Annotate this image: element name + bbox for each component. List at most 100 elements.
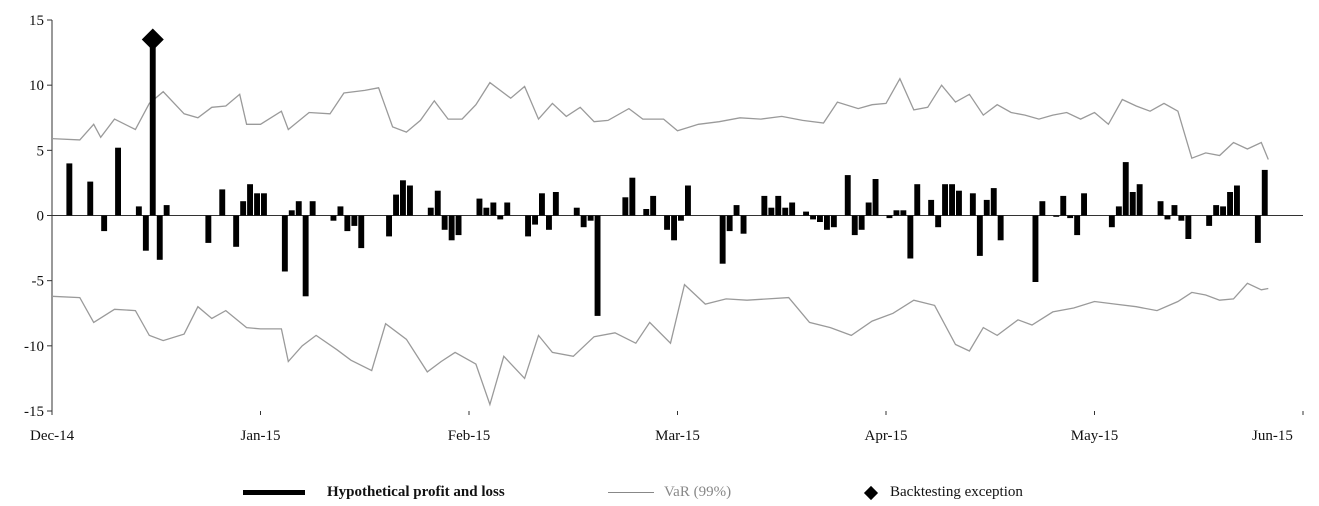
pnl-bar <box>1122 162 1129 216</box>
pnl-bar <box>1206 215 1213 226</box>
pnl-bar <box>580 215 587 228</box>
pnl-bar <box>1220 206 1226 216</box>
pnl-bar <box>997 215 1004 241</box>
pnl-bar <box>1261 169 1268 216</box>
pnl-bar <box>1129 192 1136 216</box>
pnl-bar <box>205 215 212 243</box>
pnl-bar <box>893 210 900 216</box>
legend-pnl-label: Hypothetical profit and loss <box>327 484 505 500</box>
pnl-bar <box>240 201 247 216</box>
pnl-bar <box>546 215 552 230</box>
pnl-bar <box>1067 215 1074 219</box>
x-tick-label: Jan-15 <box>241 428 281 444</box>
pnl-bar <box>865 202 872 216</box>
x-tick-label: May-15 <box>1071 428 1119 444</box>
y-tick-label: 5 <box>37 143 45 159</box>
pnl-bar <box>400 180 406 216</box>
pnl-bar <box>956 190 962 216</box>
pnl-bar <box>1213 205 1220 216</box>
x-tick-label: Jun-15 <box>1252 428 1293 444</box>
legend-var-swatch <box>608 492 654 493</box>
y-tick-label: 0 <box>37 209 45 225</box>
pnl-bar <box>983 199 990 216</box>
pnl-bar <box>532 215 538 225</box>
pnl-bar <box>768 207 775 216</box>
x-tick-label: Apr-15 <box>864 428 907 444</box>
pnl-bar <box>281 215 288 272</box>
pnl-bar <box>1032 215 1039 282</box>
pnl-bar <box>733 205 740 216</box>
legend-var-label: VaR (99%) <box>664 484 732 500</box>
pnl-bar <box>935 215 942 228</box>
pnl-bar <box>740 215 747 234</box>
x-tick-label: Dec-14 <box>30 428 75 444</box>
pnl-bar <box>295 201 302 216</box>
legend-exception-diamond <box>863 485 879 500</box>
pnl-bar <box>156 215 163 260</box>
pnl-bar <box>1157 201 1164 216</box>
y-tick-label: -15 <box>24 404 44 420</box>
pnl-bar <box>1115 206 1122 216</box>
pnl-bar <box>914 184 921 216</box>
pnl-bar <box>643 209 650 216</box>
pnl-bar <box>1178 215 1185 221</box>
pnl-bar <box>969 193 976 216</box>
pnl-bar <box>789 202 796 216</box>
pnl-bar <box>525 215 531 237</box>
pnl-bar <box>1039 201 1046 216</box>
pnl-bar <box>441 215 448 230</box>
pnl-bar <box>587 215 594 221</box>
pnl-bar <box>135 206 142 216</box>
pnl-bar <box>573 207 580 216</box>
exception-diamond <box>141 28 164 51</box>
pnl-bar <box>247 184 253 216</box>
pnl-bar <box>976 215 983 256</box>
var-lower-line <box>51 282 1269 407</box>
x-tick-label: Mar-15 <box>655 428 700 444</box>
legend-exception-label: Backtesting exception <box>890 484 1023 500</box>
pnl-bar <box>803 211 809 216</box>
pnl-bar <box>448 215 455 241</box>
pnl-bar <box>87 181 94 216</box>
pnl-bar <box>163 205 170 216</box>
pnl-bar <box>942 184 948 216</box>
pnl-bar <box>407 185 413 216</box>
pnl-bar <box>1136 184 1143 216</box>
pnl-bar <box>1185 215 1192 239</box>
pnl-bar <box>1164 215 1171 220</box>
pnl-bar <box>1074 215 1081 236</box>
pnl-bar <box>483 207 490 216</box>
pnl-bar <box>358 215 365 249</box>
pnl-bar <box>650 195 657 216</box>
pnl-bar <box>552 192 559 216</box>
y-tick-label: -10 <box>24 339 44 355</box>
pnl-bar <box>1053 215 1060 217</box>
pnl-bar <box>455 215 462 236</box>
var-upper-line <box>51 77 1269 160</box>
pnl-bar <box>928 199 935 216</box>
pnl-bar <box>393 194 399 216</box>
pnl-bar <box>142 215 149 251</box>
chart-svg: 15 10 5 0 -5 -10 -15 Dec-14 Jan-15 Feb-15 Mar-15 Ap… <box>24 13 1304 444</box>
pnl-bar <box>886 215 893 219</box>
pnl-bar <box>1171 205 1178 216</box>
pnl-bar <box>1227 192 1233 216</box>
pnl-bar <box>810 215 816 220</box>
pnl-bar <box>907 215 914 259</box>
pnl-bar <box>1081 193 1087 216</box>
pnl-bar <box>685 185 691 216</box>
pnl-bar <box>622 197 629 216</box>
x-tick-label: Feb-15 <box>448 428 491 444</box>
pnl-bar <box>817 215 823 222</box>
pnl-bar <box>1234 185 1240 216</box>
pnl-bar <box>782 207 789 216</box>
pnl-bar <box>386 215 392 237</box>
pnl-bar <box>434 190 441 216</box>
pnl-bar <box>775 195 782 216</box>
pnl-bar <box>427 207 434 216</box>
pnl-bar <box>309 201 316 216</box>
pnl-bar <box>219 189 226 216</box>
pnl-bar <box>233 215 240 247</box>
pnl-bar <box>539 193 545 216</box>
pnl-bar <box>351 215 358 226</box>
